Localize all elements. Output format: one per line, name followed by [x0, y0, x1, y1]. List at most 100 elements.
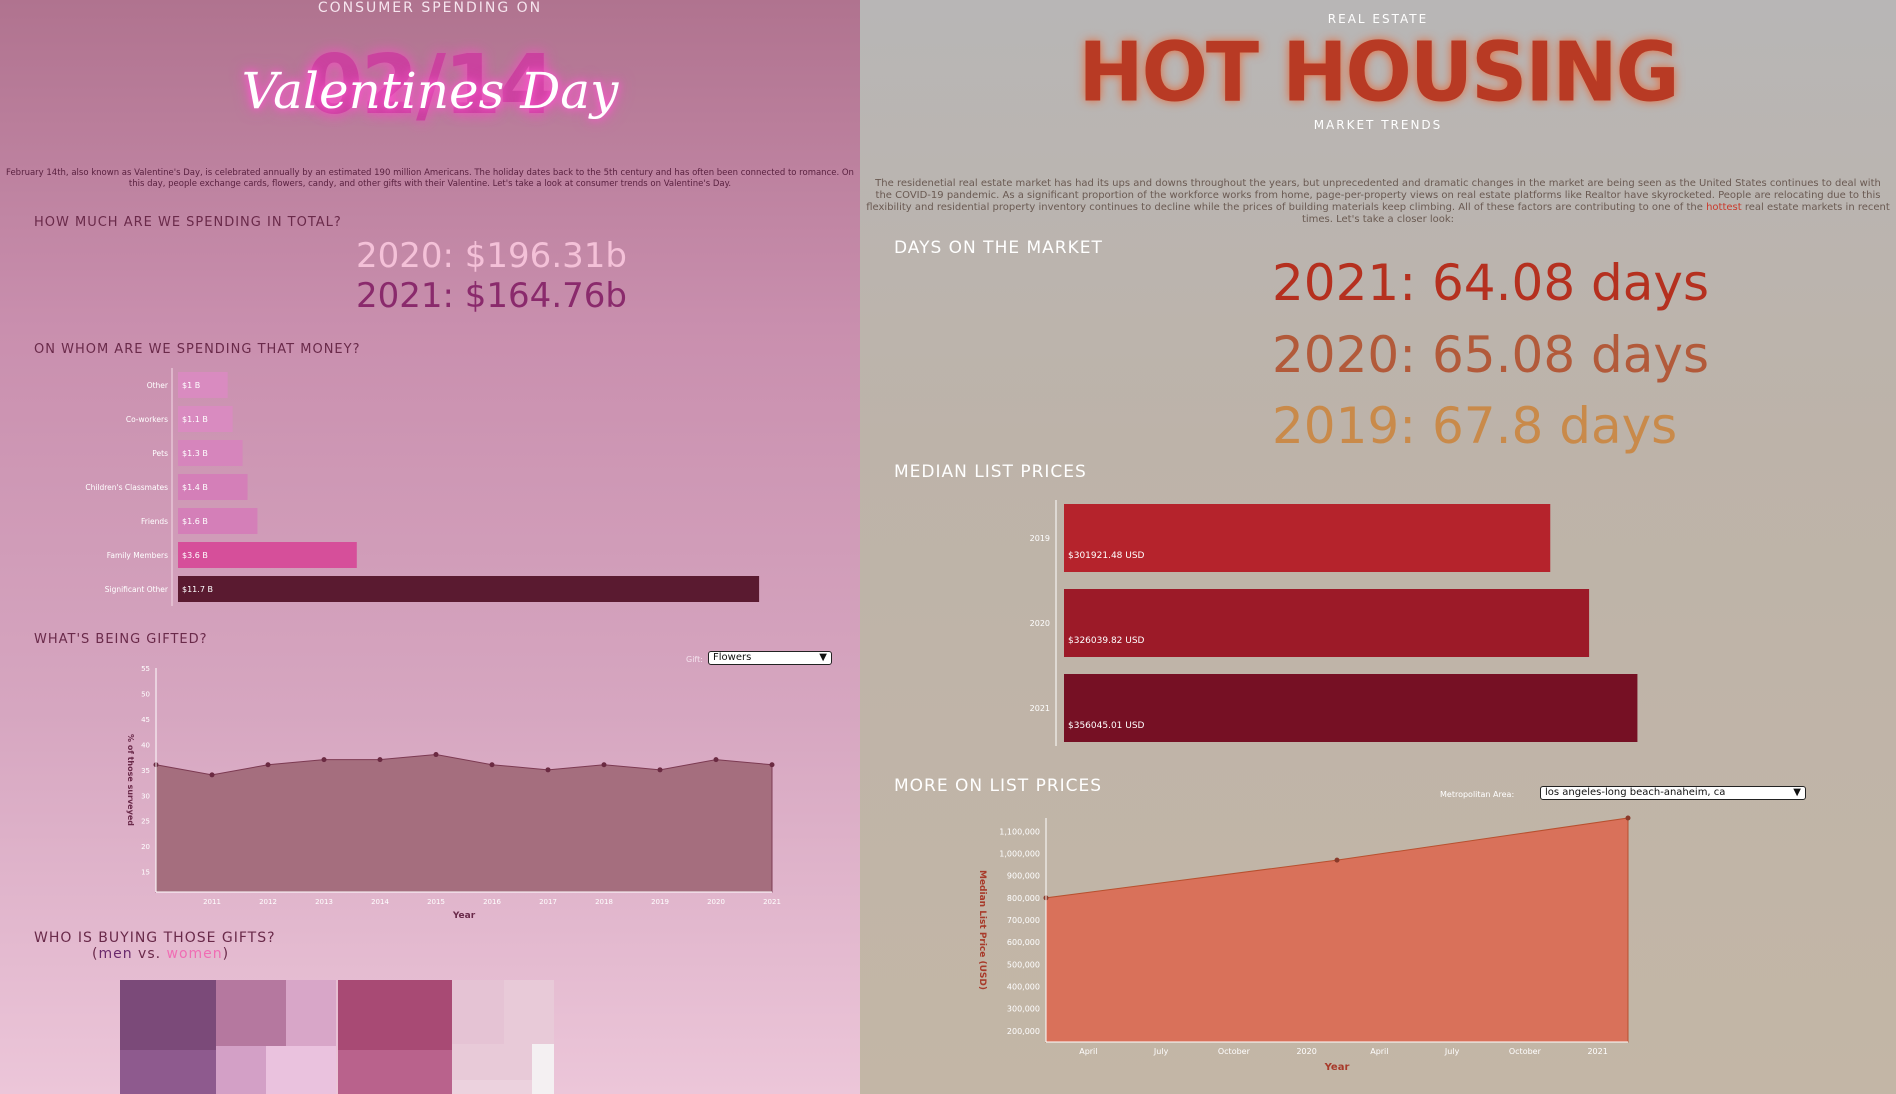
category-label-0: Other — [147, 381, 169, 390]
chevron-down-icon: ▼ — [1793, 787, 1801, 798]
chevron-down-icon: ▼ — [819, 652, 827, 663]
metro-x-tick-1: July — [1153, 1047, 1169, 1056]
metro-y-axis-title: Median List Price (USD) — [977, 870, 987, 990]
treemap-cell — [266, 1046, 336, 1094]
gift-point-5 — [433, 752, 439, 758]
gift-area — [155, 754, 773, 893]
treemap-cell — [286, 980, 336, 1046]
category-label-4: Friends — [141, 517, 168, 526]
total-2021: 2021: $164.76b — [356, 276, 627, 316]
median-bar-label-2: $356045.01 USD — [1068, 721, 1145, 731]
left-overtitle: CONSUMER SPENDING ON — [317, 0, 543, 16]
metro-y-tick-6: 800,000 — [1007, 894, 1040, 903]
men-label: men — [98, 946, 133, 962]
metro-select-label: Metropolitan Area: — [1440, 790, 1515, 799]
y-tick-4: 35 — [141, 767, 150, 775]
y-tick-6: 45 — [141, 716, 150, 724]
median-bar-label-0: $301921.48 USD — [1068, 551, 1145, 561]
gift-select[interactable]: Flowers ▼ — [708, 651, 832, 665]
bar-label-6: $11.7 B — [182, 585, 213, 594]
metro-y-tick-1: 300,000 — [1007, 1005, 1040, 1014]
metro-y-tick-8: 1,000,000 — [999, 849, 1040, 858]
x-tick-5: 2016 — [483, 898, 501, 906]
treemap-cell — [216, 980, 286, 1046]
gift-select-label: Gift: — [686, 655, 703, 664]
metro-area — [1045, 817, 1629, 1043]
big-date-title: 02/14 — [305, 38, 556, 133]
gift-point-10 — [713, 757, 719, 763]
x-tick-0: 2011 — [203, 898, 221, 906]
metro-x-tick-3: 2020 — [1296, 1047, 1316, 1056]
hot-housing-title: HOT HOUSING — [1078, 25, 1679, 121]
vs-label: vs. — [132, 946, 167, 962]
median-bar-chart: $301921.48 USD 2019 $326039.82 USD 2020 $356… — [1030, 500, 1638, 746]
section-buying-heading: WHO IS BUYING THOSE GIFTS? — [34, 930, 276, 946]
median-year-0: 2019 — [1030, 534, 1050, 543]
metro-y-tick-0: 200,000 — [1007, 1027, 1040, 1036]
intro-part-b: real estate markets in recent times. Let… — [1301, 202, 1890, 225]
metro-y-tick-2: 400,000 — [1007, 983, 1040, 992]
gift-point-11 — [769, 762, 775, 768]
treemap-cell — [120, 980, 216, 1050]
category-label-6: Significant Other — [105, 585, 169, 594]
treemap-cell — [452, 980, 504, 1044]
category-label-2: Pets — [152, 449, 168, 458]
total-2020: 2020: $196.31b — [356, 236, 627, 276]
bar-3 — [178, 474, 248, 500]
gift-point-1 — [209, 772, 215, 778]
category-label-3: Children's Classmates — [85, 483, 168, 492]
treemap-cell — [532, 1044, 554, 1094]
metro-y-tick-5: 700,000 — [1007, 916, 1040, 925]
metro-select-value: los angeles-long beach-anaheim, ca — [1545, 787, 1726, 798]
metro-y-tick-3: 500,000 — [1007, 960, 1040, 969]
bar-label-5: $3.6 B — [182, 551, 208, 560]
bar-label-4: $1.6 B — [182, 517, 208, 526]
y-tick-3: 30 — [141, 792, 150, 800]
metro-x-tick-6: October — [1509, 1047, 1542, 1056]
y-tick-7: 50 — [141, 690, 150, 698]
paren-open: ( — [92, 946, 99, 962]
housing-panel: REAL ESTATE HOT HOUSING MARKET TRENDS Th… — [860, 0, 1896, 1094]
metro-x-tick-5: July — [1444, 1047, 1460, 1056]
paren-close: ) — [222, 946, 230, 962]
bar-1 — [178, 406, 233, 432]
market-trends-subtitle: MARKET TRENDS — [1313, 118, 1443, 132]
metro-y-tick-7: 900,000 — [1007, 872, 1040, 881]
gift-point-2 — [265, 762, 271, 768]
x-tick-3: 2014 — [371, 898, 389, 906]
right-overtitle: REAL ESTATE — [1327, 12, 1429, 26]
treemap-cell — [504, 980, 554, 1044]
bar-5 — [178, 542, 357, 568]
metro-x-tick-4: April — [1370, 1047, 1388, 1056]
x-axis-title: Year — [452, 911, 476, 921]
intro-part-a: The residenetial real estate market has … — [866, 178, 1881, 213]
category-label-5: Family Members — [107, 551, 168, 560]
category-label-1: Co-workers — [126, 415, 168, 424]
bar-4 — [178, 508, 258, 534]
y-tick-5: 40 — [141, 741, 150, 749]
y-tick-1: 20 — [141, 843, 150, 851]
median-bar-label-1: $326039.82 USD — [1068, 636, 1145, 646]
section-more-heading: MORE ON LIST PRICES — [894, 776, 1103, 796]
median-bar-0 — [1064, 504, 1551, 572]
metro-x-tick-2: October — [1218, 1047, 1251, 1056]
metro-x-axis-title: Year — [1324, 1062, 1350, 1073]
gift-point-8 — [601, 762, 607, 768]
treemap-cell — [338, 980, 452, 1050]
metro-y-tick-4: 600,000 — [1007, 938, 1040, 947]
gift-select-value: Flowers — [713, 652, 752, 663]
bar-0 — [178, 372, 228, 398]
section-gifted-heading: WHAT'S BEING GIFTED? — [34, 632, 208, 647]
section-whom-heading: ON WHOM ARE WE SPENDING THAT MONEY? — [34, 342, 361, 357]
bar-6 — [178, 576, 760, 602]
right-intro-text: The residenetial real estate market has … — [866, 178, 1890, 226]
x-tick-4: 2015 — [427, 898, 445, 906]
metro-y-tick-9: 1,100,000 — [999, 827, 1040, 836]
treemap-cell — [338, 1050, 452, 1094]
metro-select[interactable]: los angeles-long beach-anaheim, ca ▼ — [1540, 786, 1806, 800]
median-bar-2 — [1064, 674, 1638, 742]
days-2021: 2021: 64.08 days — [1272, 254, 1710, 312]
treemap-cell — [452, 1080, 532, 1094]
valentines-panel: CONSUMER SPENDING ON 02/14 Valentines Da… — [0, 0, 860, 1094]
script-title: Valentines Day — [241, 62, 619, 120]
